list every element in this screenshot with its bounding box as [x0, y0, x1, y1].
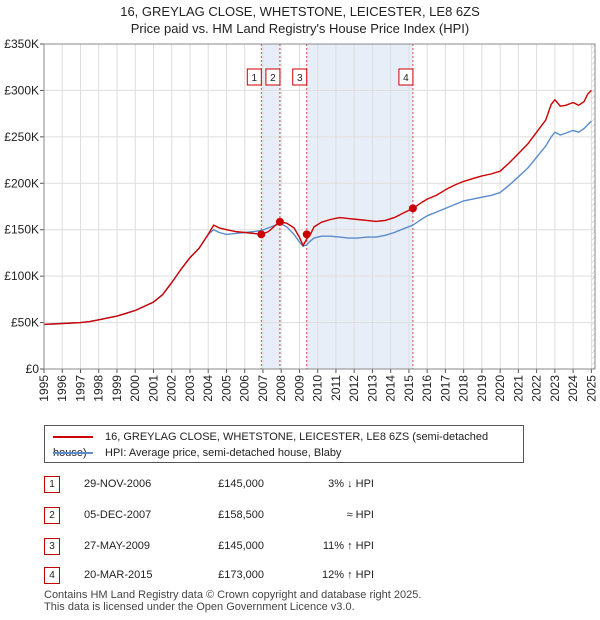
legend-swatch-property — [53, 436, 93, 439]
sale-price: £145,000 — [218, 478, 264, 490]
sale-number: 3 — [44, 538, 60, 555]
y-tick-label: £0 — [26, 362, 40, 376]
sale-hpi-compare: 12% ↑ HPI — [322, 569, 374, 581]
sale-hpi-compare: 3% ↓ HPI — [328, 478, 374, 490]
y-tick-label: £100K — [4, 269, 39, 283]
sale-number: 1 — [44, 476, 60, 493]
x-tick-label: 2022 — [530, 375, 544, 402]
x-tick-label: 2003 — [183, 375, 197, 402]
sale-number-box — [246, 68, 262, 86]
x-tick-label: 2014 — [384, 375, 398, 402]
x-tick-label: 1997 — [73, 375, 87, 402]
y-tick-label: £200K — [4, 176, 39, 190]
x-tick-label: 2017 — [438, 375, 452, 402]
footer-licence: This data is licensed under the Open Gov… — [44, 601, 355, 613]
y-tick-label: £250K — [4, 130, 39, 144]
x-tick-label: 2024 — [566, 375, 580, 402]
footer-copyright: Contains HM Land Registry data © Crown c… — [44, 589, 422, 601]
shaded-range — [261, 44, 280, 369]
legend-entry-hpi: HPI: Average price, semi-detached house,… — [53, 445, 341, 461]
x-tick-label: 2023 — [548, 375, 562, 402]
x-tick-label: 2002 — [165, 375, 179, 402]
x-tick-label: 2011 — [329, 375, 343, 401]
x-tick-label: 2009 — [292, 375, 306, 402]
x-tick-label: 2016 — [420, 375, 434, 402]
sale-number-box — [292, 68, 308, 86]
sale-row: 4 20-MAR-2015 £173,000 12% ↑ HPI — [44, 566, 544, 586]
chart-title: 16, GREYLAG CLOSE, WHETSTONE, LEICESTER,… — [120, 4, 480, 19]
x-tick-label: 1998 — [92, 375, 106, 402]
price-chart: 1 2 3 4 £0 £50K £100K £150K £200K £250K £300K £350K… — [4, 37, 598, 402]
sale-date: 29-NOV-2006 — [84, 478, 152, 490]
x-tick-label: 2005 — [219, 375, 233, 402]
plot-frame — [43, 43, 596, 370]
sale-number: 4 — [44, 567, 60, 584]
legend-label-hpi: HPI: Average price, semi-detached house,… — [105, 447, 342, 459]
sale-hpi-compare: ≈ HPI — [346, 509, 374, 521]
sale-date: 05-DEC-2007 — [84, 509, 152, 521]
y-tick-label: £50K — [11, 316, 39, 330]
sale-date: 27-MAY-2009 — [84, 540, 151, 552]
hatched-future — [591, 44, 595, 369]
shaded-range — [306, 44, 413, 369]
sale-row: 2 05-DEC-2007 £158,500 ≈ HPI — [44, 506, 544, 526]
x-tick-label: 2007 — [256, 375, 270, 402]
sale-price: £158,500 — [218, 509, 264, 521]
x-tick-label: 2021 — [511, 375, 525, 402]
x-tick-label: 2001 — [146, 375, 160, 402]
sale-row: 3 27-MAY-2009 £145,000 11% ↑ HPI — [44, 537, 544, 557]
y-tick-label: £300K — [4, 83, 39, 97]
sale-number-label: 1 — [252, 73, 258, 84]
sale-date: 20-MAR-2015 — [84, 569, 153, 581]
sale-number-box — [398, 68, 414, 86]
x-tick-label: 2015 — [402, 375, 416, 402]
x-tick-label: 2020 — [493, 375, 507, 402]
chart-subtitle: Price paid vs. HM Land Registry's House … — [130, 21, 470, 36]
sale-number-label: 4 — [403, 73, 409, 84]
x-tick-label: 2013 — [365, 375, 379, 402]
sale-point — [257, 230, 266, 239]
x-tick-label: 2025 — [584, 375, 598, 402]
sale-number-box — [265, 68, 281, 86]
x-tick-label: 2010 — [311, 375, 325, 402]
sale-number: 2 — [44, 507, 60, 524]
legend-entry-property: 16, GREYLAG CLOSE, WHETSTONE, LEICESTER,… — [53, 429, 523, 459]
y-tick-label: £350K — [4, 37, 39, 51]
sale-row: 1 29-NOV-2006 £145,000 3% ↓ HPI — [44, 475, 544, 495]
x-tick-label: 2000 — [128, 375, 142, 402]
x-tick-label: 2004 — [201, 375, 215, 402]
sale-number-label: 3 — [297, 73, 303, 84]
sale-point — [302, 230, 311, 239]
sale-point — [275, 217, 284, 226]
legend-swatch-hpi — [53, 452, 93, 455]
x-tick-label: 2006 — [238, 375, 252, 402]
sale-price: £173,000 — [218, 569, 264, 581]
x-tick-label: 2019 — [475, 375, 489, 402]
x-tick-label: 1996 — [55, 375, 69, 402]
x-tick-label: 2018 — [457, 375, 471, 402]
sale-point — [408, 204, 417, 213]
sale-hpi-compare: 11% ↑ HPI — [322, 540, 374, 552]
sale-price: £145,000 — [218, 540, 264, 552]
x-tick-label: 1995 — [37, 375, 51, 402]
property-price-line — [43, 89, 592, 326]
x-tick-label: 1999 — [110, 375, 124, 402]
sale-number-label: 2 — [270, 73, 276, 84]
x-tick-label: 2008 — [274, 375, 288, 402]
x-tick-label: 2012 — [347, 375, 361, 402]
y-tick-label: £150K — [4, 223, 39, 237]
legend: 16, GREYLAG CLOSE, WHETSTONE, LEICESTER,… — [44, 425, 524, 463]
